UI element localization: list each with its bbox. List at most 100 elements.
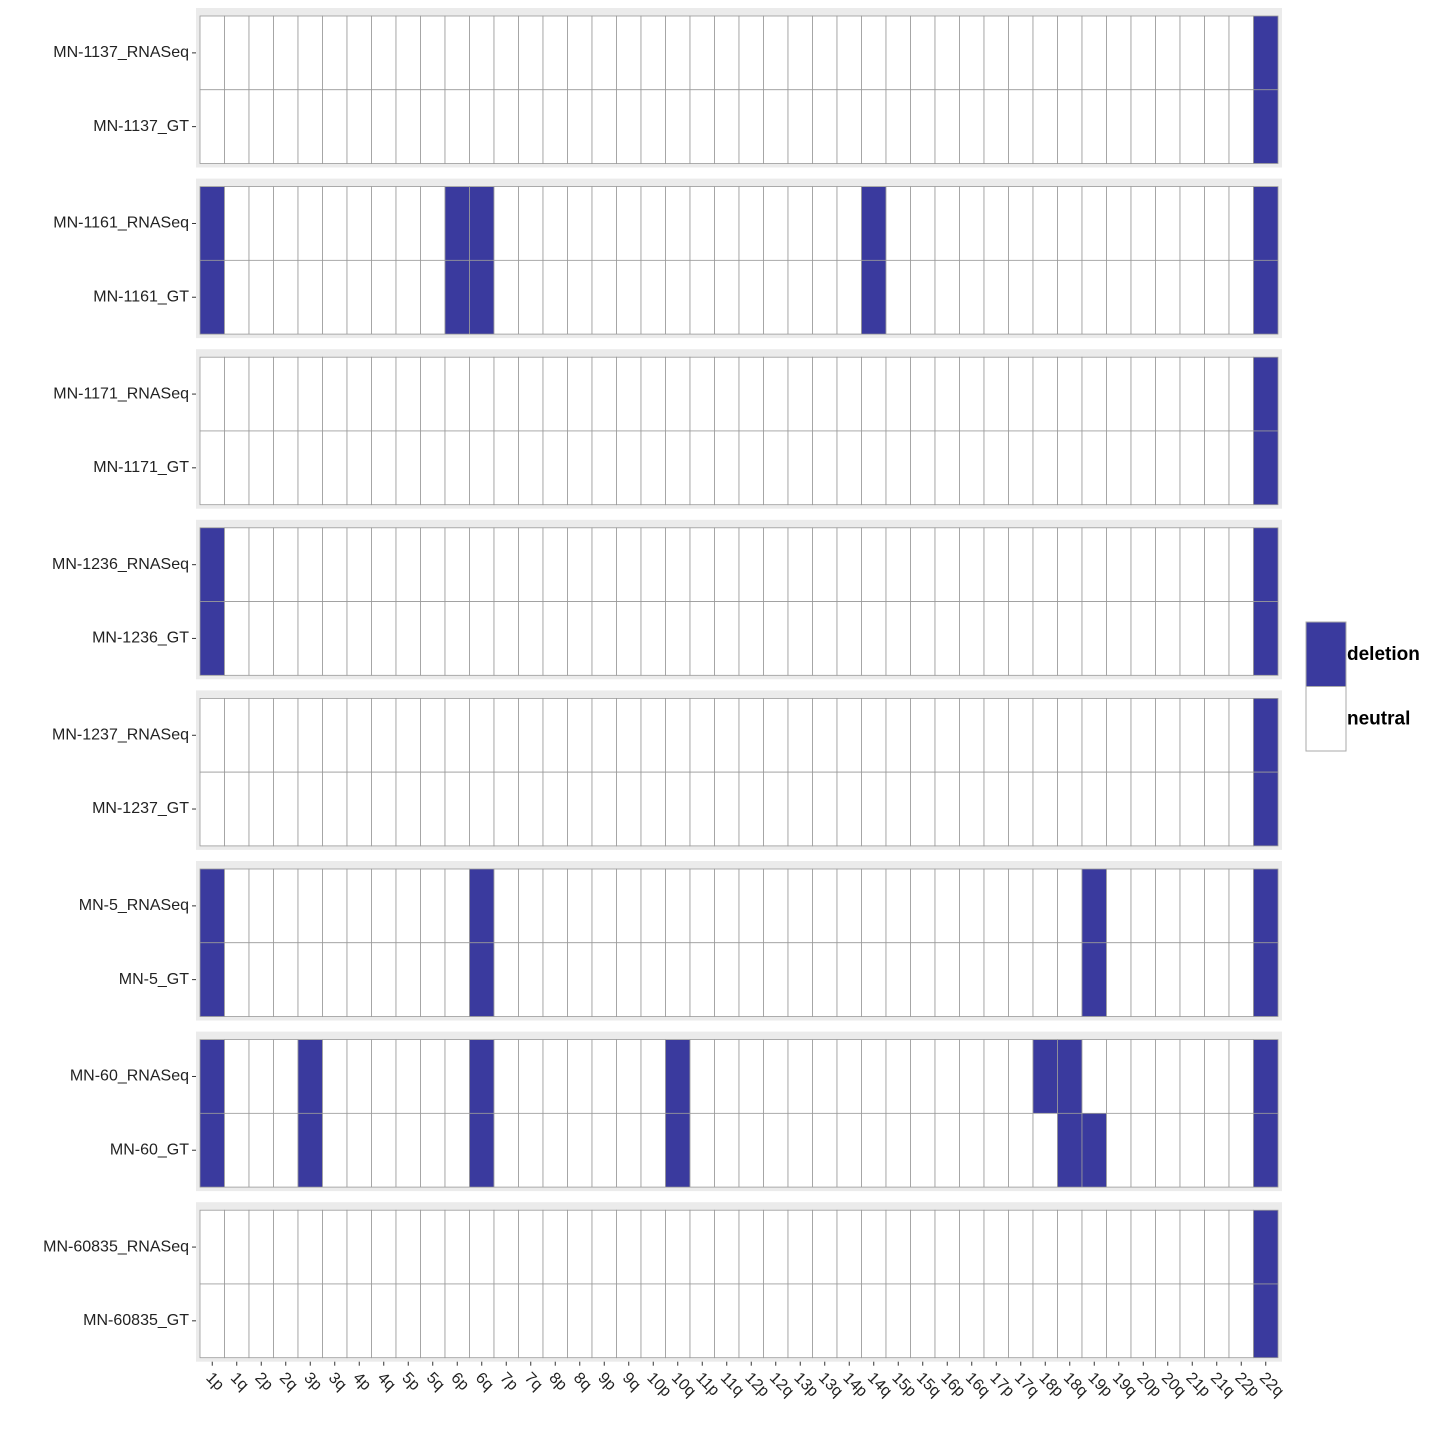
heatmap-cell <box>1130 698 1156 773</box>
heatmap-cell <box>983 356 1009 432</box>
heatmap-cell <box>567 1209 593 1285</box>
y-tick-label: MN-1137_RNASeq <box>53 44 189 61</box>
heatmap-cell <box>591 771 617 847</box>
heatmap-cell <box>665 1283 691 1359</box>
heatmap-cell <box>738 1039 764 1114</box>
heatmap-cell <box>689 1209 715 1285</box>
heatmap-cell <box>248 15 274 91</box>
heatmap-cell <box>1155 868 1181 944</box>
heatmap-cell <box>1253 430 1279 506</box>
heatmap-cell <box>861 698 887 773</box>
y-tick-label: MN-5_GT <box>119 971 189 988</box>
heatmap-cell <box>616 771 642 847</box>
heatmap-cell <box>1032 15 1058 91</box>
heatmap-cell <box>248 89 274 164</box>
heatmap-cell <box>420 868 446 944</box>
heatmap-cell <box>224 356 250 432</box>
heatmap-cell <box>371 186 397 261</box>
heatmap-cell <box>493 771 519 847</box>
heatmap-cell <box>616 868 642 944</box>
heatmap-cell <box>1155 771 1181 847</box>
x-tick-label: 5p <box>398 1369 423 1394</box>
heatmap-cell <box>910 186 936 261</box>
legend-key <box>1305 621 1347 687</box>
heatmap-cell <box>1228 698 1254 773</box>
heatmap-cell <box>518 259 544 335</box>
heatmap-cell <box>738 89 764 164</box>
heatmap-cell <box>787 601 813 676</box>
heatmap-cell <box>224 1112 250 1188</box>
heatmap-cell <box>224 1039 250 1114</box>
heatmap-cell <box>836 601 862 676</box>
heatmap-cell <box>1179 1283 1205 1359</box>
heatmap-cell <box>1057 942 1083 1017</box>
x-tick-label: 16q <box>962 1369 993 1400</box>
heatmap-cell <box>469 1112 495 1188</box>
heatmap-cell <box>1204 527 1230 602</box>
heatmap-cell <box>1130 527 1156 602</box>
heatmap-cell <box>591 430 617 506</box>
x-tick-label: 13q <box>815 1369 846 1400</box>
heatmap-cell <box>591 1112 617 1188</box>
heatmap-cell <box>885 259 911 335</box>
heatmap-cell <box>1106 15 1132 91</box>
heatmap-cell <box>493 259 519 335</box>
heatmap-cell <box>273 601 299 676</box>
heatmap-cell <box>616 89 642 164</box>
heatmap-cell <box>469 186 495 261</box>
heatmap-cell <box>346 942 372 1017</box>
heatmap-cell <box>444 1039 470 1114</box>
heatmap-cell <box>273 771 299 847</box>
heatmap-cell <box>1008 1209 1034 1285</box>
heatmap-cell <box>395 430 421 506</box>
heatmap-cell <box>616 942 642 1017</box>
heatmap-cell <box>1008 15 1034 91</box>
heatmap-cell <box>371 1283 397 1359</box>
x-tick-label: 11q <box>717 1369 747 1399</box>
heatmap-cell <box>420 1283 446 1359</box>
heatmap-cell <box>1032 1283 1058 1359</box>
heatmap-cell <box>518 1283 544 1359</box>
heatmap-cell <box>640 89 666 164</box>
heatmap-cell <box>885 942 911 1017</box>
heatmap-cell <box>1228 1209 1254 1285</box>
heatmap-cell <box>395 771 421 847</box>
heatmap-cell <box>836 1112 862 1188</box>
heatmap-cell <box>665 942 691 1017</box>
heatmap-cell <box>322 15 348 91</box>
heatmap-cell <box>1228 601 1254 676</box>
heatmap-cell <box>1032 771 1058 847</box>
heatmap-cell <box>959 259 985 335</box>
heatmap-cell <box>469 698 495 773</box>
heatmap-cell <box>983 527 1009 602</box>
heatmap-cell <box>297 601 323 676</box>
heatmap-cell <box>787 698 813 773</box>
heatmap-cell <box>910 868 936 944</box>
heatmap-cell <box>640 259 666 335</box>
heatmap-cell <box>346 527 372 602</box>
heatmap-cell <box>493 356 519 432</box>
heatmap-cell <box>836 942 862 1017</box>
heatmap-cell <box>199 430 225 506</box>
y-tick-label: MN-60835_GT <box>83 1312 189 1329</box>
y-tick-label: MN-1171_RNASeq <box>53 385 189 402</box>
heatmap-cell <box>983 698 1009 773</box>
heatmap-cell <box>861 868 887 944</box>
heatmap-cell <box>518 868 544 944</box>
x-tick-label: 22q <box>1256 1369 1287 1400</box>
heatmap-cell <box>1008 1112 1034 1188</box>
heatmap-cell <box>983 1039 1009 1114</box>
heatmap-cell <box>1204 771 1230 847</box>
heatmap-cell <box>1106 1112 1132 1188</box>
heatmap-cell <box>322 601 348 676</box>
heatmap-cell <box>1204 259 1230 335</box>
heatmap-cell <box>616 430 642 506</box>
y-tick-label: MN-60_GT <box>110 1141 189 1158</box>
heatmap-cell <box>444 259 470 335</box>
heatmap-cell <box>346 698 372 773</box>
heatmap-cell <box>1253 698 1279 773</box>
heatmap-cell <box>714 430 740 506</box>
heatmap-cell <box>714 698 740 773</box>
heatmap-cell <box>567 15 593 91</box>
heatmap-cell <box>518 1209 544 1285</box>
